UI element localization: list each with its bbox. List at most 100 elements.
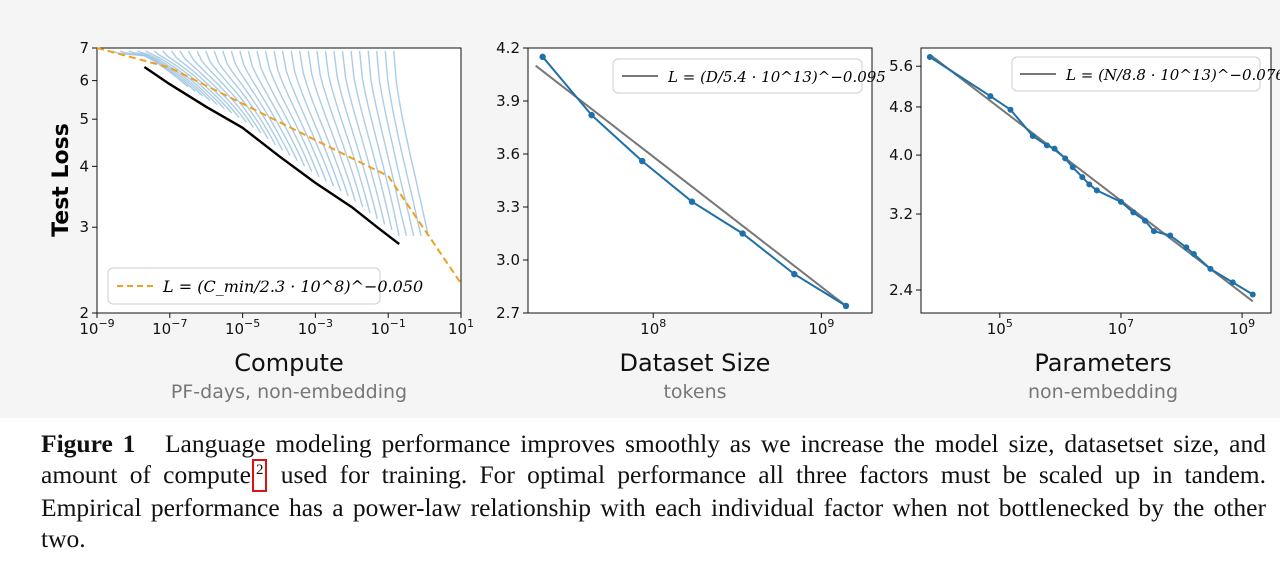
compute-x-tick-label: 10−5 bbox=[225, 317, 260, 338]
params-data-point bbox=[1130, 209, 1137, 216]
dataset-data-point bbox=[791, 270, 798, 278]
compute-run-curve bbox=[111, 50, 189, 88]
compute-run-curve bbox=[341, 50, 386, 225]
dataset-data-point bbox=[539, 53, 546, 61]
dataset-data-point bbox=[639, 157, 646, 165]
params-data-point bbox=[1043, 142, 1050, 149]
params-x-title: Parameters bbox=[1034, 349, 1172, 377]
dataset-y-tick-label: 3.6 bbox=[496, 145, 520, 163]
compute-run-curve bbox=[333, 50, 378, 220]
compute-run-curve bbox=[196, 50, 262, 134]
dataset-legend-box bbox=[612, 58, 863, 94]
dataset-data-point bbox=[842, 302, 850, 310]
compute-run-curve bbox=[273, 50, 327, 182]
params-data-point bbox=[1093, 187, 1100, 194]
params-x-tick-label: 105 bbox=[987, 317, 1013, 338]
params-fit-line bbox=[929, 53, 1254, 303]
compute-y-axis-label: Test Loss bbox=[49, 123, 74, 237]
compute-run-curve bbox=[324, 50, 371, 214]
compute-run-curve bbox=[393, 50, 429, 236]
dataset-x-tick-label: 108 bbox=[640, 317, 666, 338]
footnote-marker[interactable]: 2 bbox=[251, 459, 268, 492]
params-legend-box bbox=[1011, 56, 1261, 92]
params-x-subtitle: non-embedding bbox=[1027, 381, 1178, 403]
figure-label: Figure 1 bbox=[41, 429, 136, 458]
compute-run-curve bbox=[247, 50, 306, 167]
params-data-point bbox=[1229, 279, 1236, 286]
dataset-fit-line bbox=[535, 64, 847, 307]
dataset-data-point bbox=[588, 111, 595, 119]
dataset-y-tick-label: 3.3 bbox=[496, 198, 520, 216]
compute-run-curve bbox=[367, 50, 408, 236]
dataset-y-tick-label: 4.2 bbox=[496, 39, 520, 57]
compute-run-curve bbox=[264, 50, 320, 178]
compute-y-tick-label: 5 bbox=[79, 110, 89, 128]
params-x-tick-label: 109 bbox=[1229, 317, 1255, 338]
params-legend-text: L = (N/8.8 · 10^13)^−0.076 bbox=[1065, 66, 1280, 84]
params-data-point bbox=[1249, 291, 1256, 298]
dataset-x-ticks: 108 109 bbox=[640, 313, 834, 338]
compute-run-curve bbox=[358, 50, 400, 236]
dataset-data-points bbox=[539, 53, 850, 310]
params-y-tick-label: 3.2 bbox=[889, 205, 913, 223]
compute-y-tick-label: 6 bbox=[79, 72, 89, 90]
dataset-y-tick-label: 3.0 bbox=[496, 251, 520, 269]
params-y-tick-label: 5.6 bbox=[889, 57, 913, 75]
compute-run-curve bbox=[281, 50, 335, 187]
compute-frontier-line bbox=[143, 66, 400, 246]
compute-run-curve bbox=[145, 50, 218, 106]
compute-run-curve bbox=[230, 50, 291, 156]
compute-x-title: Compute bbox=[234, 349, 344, 377]
compute-run-curve bbox=[290, 50, 342, 192]
compute-x-tick-label: 10−7 bbox=[152, 317, 187, 338]
dataset-y-tick-label: 2.7 bbox=[496, 304, 520, 322]
params-data-point bbox=[987, 93, 994, 100]
dataset-data-point bbox=[688, 198, 696, 205]
compute-x-subtitle: PF-days, non-embedding bbox=[170, 381, 408, 403]
params-data-point bbox=[1150, 228, 1157, 235]
figure-caption: Figure 1 Language modeling performance i… bbox=[41, 428, 1266, 554]
params-data-points bbox=[926, 53, 1256, 298]
params-data-point bbox=[1190, 251, 1197, 258]
compute-run-curve bbox=[179, 50, 247, 123]
compute-x-tick-label: 10−1 bbox=[371, 317, 406, 338]
params-y-tick-label: 4.8 bbox=[889, 98, 913, 116]
compute-y-tick-label: 2 bbox=[79, 304, 89, 322]
compute-y-tick-label: 4 bbox=[79, 157, 89, 175]
dataset-data-point bbox=[739, 230, 746, 237]
params-y-tick-label: 2.4 bbox=[889, 281, 913, 299]
params-data-point bbox=[1117, 198, 1124, 205]
compute-run-curve bbox=[299, 50, 349, 197]
params-data-point bbox=[1079, 174, 1086, 181]
compute-x-tick-label: 10−3 bbox=[298, 317, 333, 338]
compute-run-curve bbox=[376, 50, 415, 236]
params-data-point bbox=[1051, 145, 1058, 152]
params-data-point bbox=[1062, 155, 1069, 162]
compute-run-curve bbox=[222, 50, 284, 151]
compute-run-curve bbox=[205, 50, 269, 140]
caption-text-before: Language modeling performance improves s… bbox=[41, 429, 1267, 489]
compute-run-curve bbox=[187, 50, 255, 128]
compute-run-curve bbox=[307, 50, 357, 202]
compute-y-ticks: 2 3 4 5 6 7 bbox=[79, 39, 97, 322]
compute-x-ticks: 10−9 10−7 10−5 10−3 10−1 101 bbox=[79, 313, 474, 338]
params-data-point bbox=[1183, 244, 1190, 251]
dataset-x-tick-label: 109 bbox=[808, 317, 834, 338]
compute-legend-text: L = (C_min/2.3 · 10^8)^−0.050 bbox=[162, 277, 423, 296]
params-data-point bbox=[1142, 217, 1149, 224]
compute-run-curve bbox=[239, 50, 298, 162]
params-y-tick-label: 4.0 bbox=[889, 146, 913, 164]
compute-legend-box bbox=[107, 267, 381, 305]
dataset-y-tick-label: 3.9 bbox=[496, 92, 520, 110]
compute-run-curves bbox=[111, 50, 429, 236]
compute-run-curve bbox=[119, 50, 196, 93]
compute-run-curve bbox=[153, 50, 225, 110]
params-data-point bbox=[1207, 265, 1214, 272]
caption-text-after: used for training. For optimal performan… bbox=[41, 460, 1266, 553]
params-data-point bbox=[1007, 106, 1014, 113]
compute-run-curve bbox=[316, 50, 364, 208]
compute-x-tick-label: 101 bbox=[448, 317, 474, 338]
dataset-x-title: Dataset Size bbox=[619, 349, 771, 377]
params-data-point bbox=[1086, 181, 1093, 188]
